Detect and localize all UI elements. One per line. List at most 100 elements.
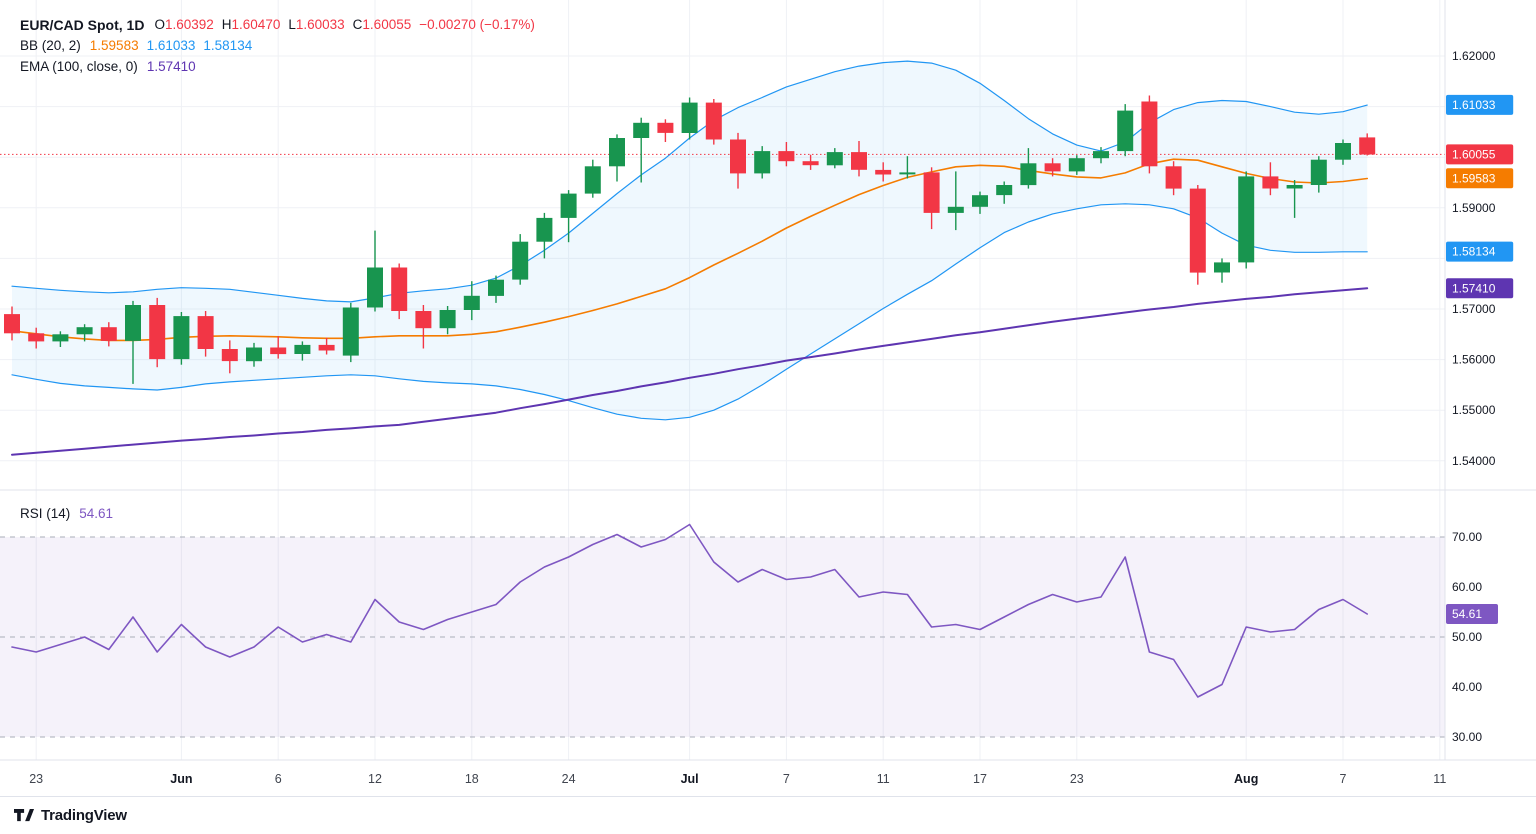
svg-text:1.57410: 1.57410 <box>1452 281 1496 295</box>
ema-indicator-label[interactable]: EMA (100, close, 0) <box>20 59 138 74</box>
svg-text:7: 7 <box>1340 772 1347 786</box>
candle[interactable] <box>367 230 383 312</box>
rsi-axis[interactable]: 70.00 60.00 50.00 40.00 30.00 54.61 <box>1446 530 1498 744</box>
candle[interactable] <box>899 156 916 179</box>
rsi-legend: RSI (14) 54.61 <box>20 503 121 523</box>
rsi-indicator-label[interactable]: RSI (14) <box>20 505 71 521</box>
candle[interactable] <box>1310 156 1327 193</box>
chart-canvas[interactable]: 1.62000 1.59000 1.57000 1.56000 1.55000 1.540… <box>0 0 1536 796</box>
symbol-title[interactable]: EUR/CAD Spot, 1D <box>20 16 145 33</box>
candle[interactable] <box>1238 171 1255 269</box>
svg-text:17: 17 <box>973 772 987 786</box>
candles-layer[interactable] <box>4 95 1376 384</box>
low-label: L <box>288 17 296 32</box>
svg-text:1.54000: 1.54000 <box>1452 454 1496 468</box>
time-axis[interactable]: 23 Jun 6 12 18 24 Jul 7 11 17 23 Aug 7 11 <box>29 772 1446 786</box>
candle[interactable] <box>1214 258 1230 283</box>
svg-text:1.59583: 1.59583 <box>1452 171 1496 185</box>
candle[interactable] <box>1286 180 1303 218</box>
ema-value: 1.57410 <box>146 59 196 74</box>
candle[interactable] <box>560 190 577 243</box>
candle[interactable] <box>52 331 69 347</box>
price-badge: 1.57410 <box>1446 278 1514 299</box>
candle[interactable] <box>246 342 262 367</box>
close-label: C <box>352 17 363 32</box>
candle[interactable] <box>778 142 795 167</box>
candle[interactable] <box>1093 147 1109 164</box>
svg-text:7: 7 <box>783 772 790 786</box>
svg-text:1.61033: 1.61033 <box>1452 98 1496 112</box>
candle[interactable] <box>439 306 456 335</box>
price-axis[interactable]: 1.62000 1.59000 1.57000 1.56000 1.55000 1.540… <box>1446 49 1514 468</box>
candle[interactable] <box>221 340 238 374</box>
svg-text:6: 6 <box>275 772 282 786</box>
open-value: 1.60392 <box>164 17 214 32</box>
bb-row: BB (20, 2) 1.59583 1.61033 1.58134 <box>20 35 535 56</box>
candle[interactable] <box>197 311 214 357</box>
candle[interactable] <box>100 322 117 347</box>
candle[interactable] <box>488 275 504 303</box>
candle[interactable] <box>705 99 722 145</box>
open-ohlc: O 1.60392 <box>154 17 213 32</box>
candle[interactable] <box>76 324 93 342</box>
bb-basis-value: 1.59583 <box>89 38 139 53</box>
candle[interactable] <box>318 337 335 355</box>
candle[interactable] <box>681 97 698 140</box>
candle[interactable] <box>972 191 988 214</box>
chart-svg[interactable]: 1.62000 1.59000 1.57000 1.56000 1.55000 1.540… <box>0 0 1536 796</box>
tradingview-logo[interactable]: TradingView <box>14 807 127 824</box>
candle[interactable] <box>609 134 625 182</box>
svg-text:1.62000: 1.62000 <box>1452 49 1496 63</box>
candle[interactable] <box>851 141 867 177</box>
candle[interactable] <box>802 154 819 170</box>
candle[interactable] <box>754 146 771 179</box>
candle[interactable] <box>125 300 141 384</box>
tradingview-logo-text: TradingView <box>41 807 127 824</box>
candle[interactable] <box>633 117 650 183</box>
candle[interactable] <box>1335 139 1351 165</box>
svg-text:Jun: Jun <box>170 772 192 786</box>
candle[interactable] <box>1359 133 1376 156</box>
svg-text:1.60055: 1.60055 <box>1452 147 1496 161</box>
candle[interactable] <box>1068 155 1085 175</box>
bb-indicator-label[interactable]: BB (20, 2) <box>20 38 81 53</box>
candle[interactable] <box>270 336 287 359</box>
candle[interactable] <box>1141 95 1158 174</box>
price-badge: 1.59583 <box>1446 168 1514 189</box>
candle[interactable] <box>947 171 964 231</box>
candle[interactable] <box>657 119 674 142</box>
candle[interactable] <box>536 212 553 259</box>
candle[interactable] <box>1189 185 1206 285</box>
candle[interactable] <box>391 263 408 320</box>
low-ohlc: L 1.60033 <box>288 17 344 32</box>
candle[interactable] <box>1044 158 1061 177</box>
svg-text:18: 18 <box>465 772 479 786</box>
price-badge: 1.58134 <box>1446 241 1514 262</box>
svg-text:60.00: 60.00 <box>1452 580 1482 594</box>
price-badge: 1.61033 <box>1446 94 1514 115</box>
candle[interactable] <box>512 234 529 285</box>
candle[interactable] <box>875 162 892 182</box>
candle[interactable] <box>1020 148 1037 189</box>
candle[interactable] <box>730 132 746 189</box>
candle[interactable] <box>996 181 1013 204</box>
candle[interactable] <box>149 297 166 368</box>
candle[interactable] <box>463 281 480 321</box>
candle[interactable] <box>294 341 311 361</box>
candle[interactable] <box>28 327 45 349</box>
candle[interactable] <box>415 305 432 349</box>
candle[interactable] <box>1262 162 1279 196</box>
svg-text:24: 24 <box>562 772 576 786</box>
candle[interactable] <box>584 159 601 198</box>
grid-layer <box>0 0 1445 760</box>
rsi-value: 54.61 <box>79 505 114 521</box>
candle[interactable] <box>1165 161 1182 196</box>
candle[interactable] <box>342 302 359 363</box>
rsi-band <box>0 536 1445 738</box>
candle[interactable] <box>826 148 843 169</box>
price-badge: 1.60055 <box>1446 144 1514 165</box>
candle[interactable] <box>923 167 940 230</box>
candle[interactable] <box>4 306 20 341</box>
candle[interactable] <box>173 312 190 365</box>
candle[interactable] <box>1117 104 1134 157</box>
